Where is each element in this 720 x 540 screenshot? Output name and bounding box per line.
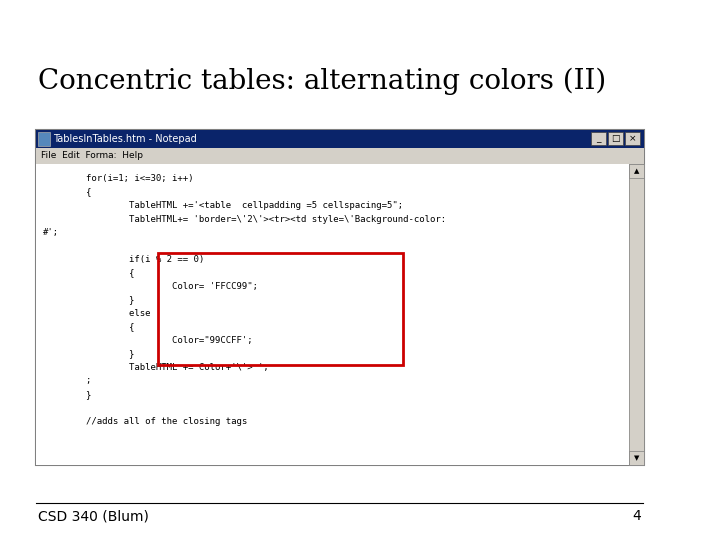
Text: TableHTML += Color+'\'> ';: TableHTML += Color+'\'> '; <box>43 363 269 372</box>
Bar <box>36 148 644 164</box>
Text: }: } <box>43 390 91 399</box>
Text: File  Edit  Forma:  Help: File Edit Forma: Help <box>42 152 143 160</box>
Text: #';: #'; <box>43 228 60 237</box>
Text: ▼: ▼ <box>634 455 639 461</box>
Text: for(i=1; i<=30; i++): for(i=1; i<=30; i++) <box>43 174 194 183</box>
Bar <box>36 130 644 148</box>
Bar <box>629 451 644 465</box>
Bar <box>37 132 50 146</box>
Bar <box>158 253 403 365</box>
Text: TablesInTables.htm - Notepad: TablesInTables.htm - Notepad <box>53 134 197 144</box>
Text: TableHTML +='<table  cellpadding =5 cellspacing=5";: TableHTML +='<table cellpadding =5 cells… <box>43 201 403 210</box>
Text: _: _ <box>596 134 601 143</box>
Text: {: { <box>43 187 91 197</box>
Bar <box>629 164 644 178</box>
Bar <box>36 130 644 465</box>
Text: CSD 340 (Blum): CSD 340 (Blum) <box>37 509 148 523</box>
Text: □: □ <box>611 134 620 143</box>
Text: if(i % 2 == 0): if(i % 2 == 0) <box>43 255 204 264</box>
Bar <box>625 132 640 145</box>
Bar <box>629 164 644 465</box>
Text: Concentric tables: alternating colors (II): Concentric tables: alternating colors (I… <box>37 68 606 96</box>
Text: ▲: ▲ <box>634 168 639 174</box>
Text: TableHTML+= 'border=\'2\'><tr><td style=\'Background-color:: TableHTML+= 'border=\'2\'><tr><td style=… <box>43 214 446 224</box>
Text: {: { <box>43 268 135 278</box>
Text: {: { <box>43 322 135 332</box>
Text: 4: 4 <box>632 509 641 523</box>
Bar <box>591 132 606 145</box>
Text: else: else <box>43 309 151 318</box>
Text: }: } <box>43 349 135 359</box>
Bar <box>608 132 623 145</box>
Text: Color= 'FFCC99";: Color= 'FFCC99"; <box>43 282 258 291</box>
Text: ;: ; <box>43 376 91 386</box>
Text: Color="99CCFF';: Color="99CCFF'; <box>43 336 253 345</box>
Text: }: } <box>43 295 135 305</box>
Text: ×: × <box>629 134 636 143</box>
Text: //adds all of the closing tags: //adds all of the closing tags <box>43 417 248 426</box>
Bar <box>36 164 629 465</box>
